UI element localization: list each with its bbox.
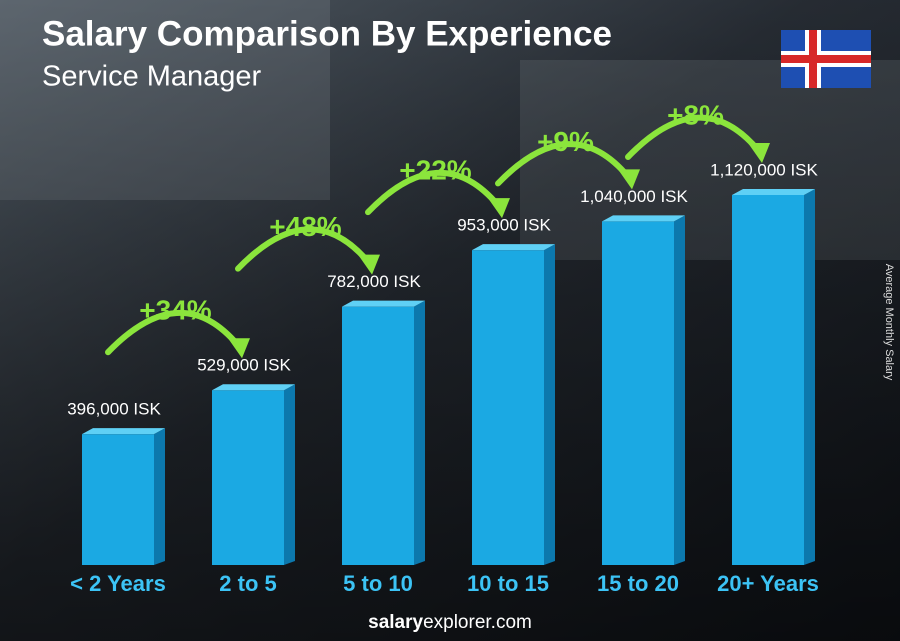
change-arrowhead xyxy=(358,254,380,275)
bar-side xyxy=(804,189,815,565)
change-arrowhead xyxy=(748,143,770,163)
value-label: 782,000 ISK xyxy=(327,272,421,291)
bar-side xyxy=(154,428,165,565)
flag-cross xyxy=(809,30,817,88)
bar-top xyxy=(342,300,425,307)
bar-top xyxy=(82,428,165,435)
change-arrowhead xyxy=(228,338,250,359)
value-label: 1,120,000 ISK xyxy=(710,160,818,179)
change-label: +48% xyxy=(269,211,341,242)
value-label: 529,000 ISK xyxy=(197,356,291,375)
change-arrowhead xyxy=(618,169,640,190)
source-bold: salary xyxy=(368,612,423,633)
value-label: 953,000 ISK xyxy=(457,216,551,235)
change-label: +9% xyxy=(537,126,594,157)
x-tick-label: 10 to 15 xyxy=(467,571,549,596)
flag-cross xyxy=(781,55,871,63)
change-arrow xyxy=(365,169,501,216)
bar xyxy=(82,434,154,565)
x-tick-label: < 2 Years xyxy=(70,571,166,596)
bar xyxy=(472,250,544,565)
x-tick-label: 2 to 5 xyxy=(219,571,276,596)
change-arrow xyxy=(495,141,631,187)
flag xyxy=(781,30,871,88)
x-tick-label: 5 to 10 xyxy=(343,571,413,596)
y-axis-label: Average Monthly Salary xyxy=(883,264,895,381)
bar-group xyxy=(602,215,685,565)
change-arrow xyxy=(625,114,761,160)
bar-top xyxy=(212,384,295,391)
bar xyxy=(732,195,804,565)
bar-group xyxy=(732,189,815,565)
bar-side xyxy=(674,215,685,565)
bar-group xyxy=(82,428,165,565)
change-arrow xyxy=(235,226,371,272)
value-label: 396,000 ISK xyxy=(67,400,161,419)
change-label: +8% xyxy=(667,99,724,130)
source: salaryexplorer.com xyxy=(368,612,532,633)
bar xyxy=(602,221,674,565)
change-arrowhead xyxy=(488,198,510,219)
bar xyxy=(212,390,284,565)
bar-side xyxy=(284,384,295,565)
change-label: +34% xyxy=(139,295,211,326)
bar-group xyxy=(472,244,555,565)
bar-group xyxy=(342,300,425,565)
bar-group xyxy=(212,384,295,565)
value-label: 1,040,000 ISK xyxy=(580,187,688,206)
x-tick-label: 15 to 20 xyxy=(597,571,679,596)
bar-side xyxy=(544,244,555,565)
bar-top xyxy=(732,189,815,195)
x-tick-label: 20+ Years xyxy=(717,571,819,596)
bar-top xyxy=(602,215,685,222)
change-arrow xyxy=(105,309,241,356)
change-label: +22% xyxy=(399,155,471,186)
chart-subtitle: Service Manager xyxy=(42,61,262,93)
bar-side xyxy=(414,300,425,565)
chart-title: Salary Comparison By Experience xyxy=(42,14,612,53)
bar xyxy=(342,306,414,565)
source-rest: explorer.com xyxy=(423,612,532,633)
bar-top xyxy=(472,244,555,251)
